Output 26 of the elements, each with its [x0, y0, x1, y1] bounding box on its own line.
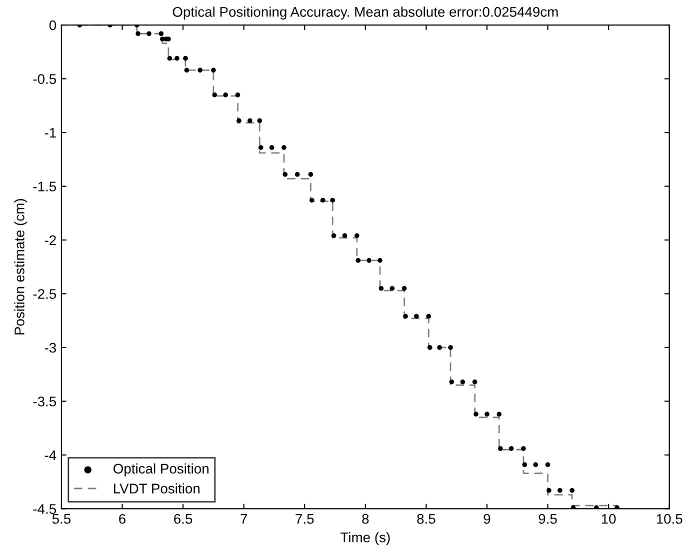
- y-tick-label: 0: [49, 20, 56, 30]
- legend-label: Optical Position: [114, 463, 208, 476]
- y-tick-label: -4: [44, 450, 56, 460]
- x-tick-label: 5.5: [52, 514, 71, 524]
- x-tick-label: 7.5: [296, 514, 314, 524]
- x-tick-label: 7: [240, 514, 247, 524]
- chart-title: Optical Positioning Accuracy. Mean absolute error:0.025449cm: [172, 6, 558, 20]
- x-tick-label: 8: [362, 514, 369, 524]
- y-tick-label: -3: [44, 342, 56, 353]
- y-axis-title: Position estimate (cm): [14, 199, 28, 334]
- x-tick-label: 9: [484, 514, 490, 524]
- y-tick-label: -2.5: [33, 289, 56, 299]
- y-tick-label: -3.5: [33, 396, 56, 406]
- y-tick-label: -1: [44, 128, 56, 138]
- x-tick-label: 6.5: [174, 514, 192, 524]
- y-tick-label: -4.5: [33, 504, 56, 514]
- y-tick-label: -1.5: [33, 182, 56, 192]
- x-tick-label: 6: [119, 514, 126, 524]
- x-tick-label: 8.5: [417, 514, 436, 524]
- legend-label: LVDT Position: [114, 483, 200, 494]
- x-tick-label: 10.5: [656, 514, 682, 524]
- y-tick-label: -0.5: [33, 74, 56, 84]
- x-axis-title: Time (s): [340, 532, 390, 546]
- x-tick-label: 9.5: [538, 514, 557, 524]
- x-tick-label: 10: [602, 514, 616, 524]
- y-tick-label: -2: [44, 235, 56, 246]
